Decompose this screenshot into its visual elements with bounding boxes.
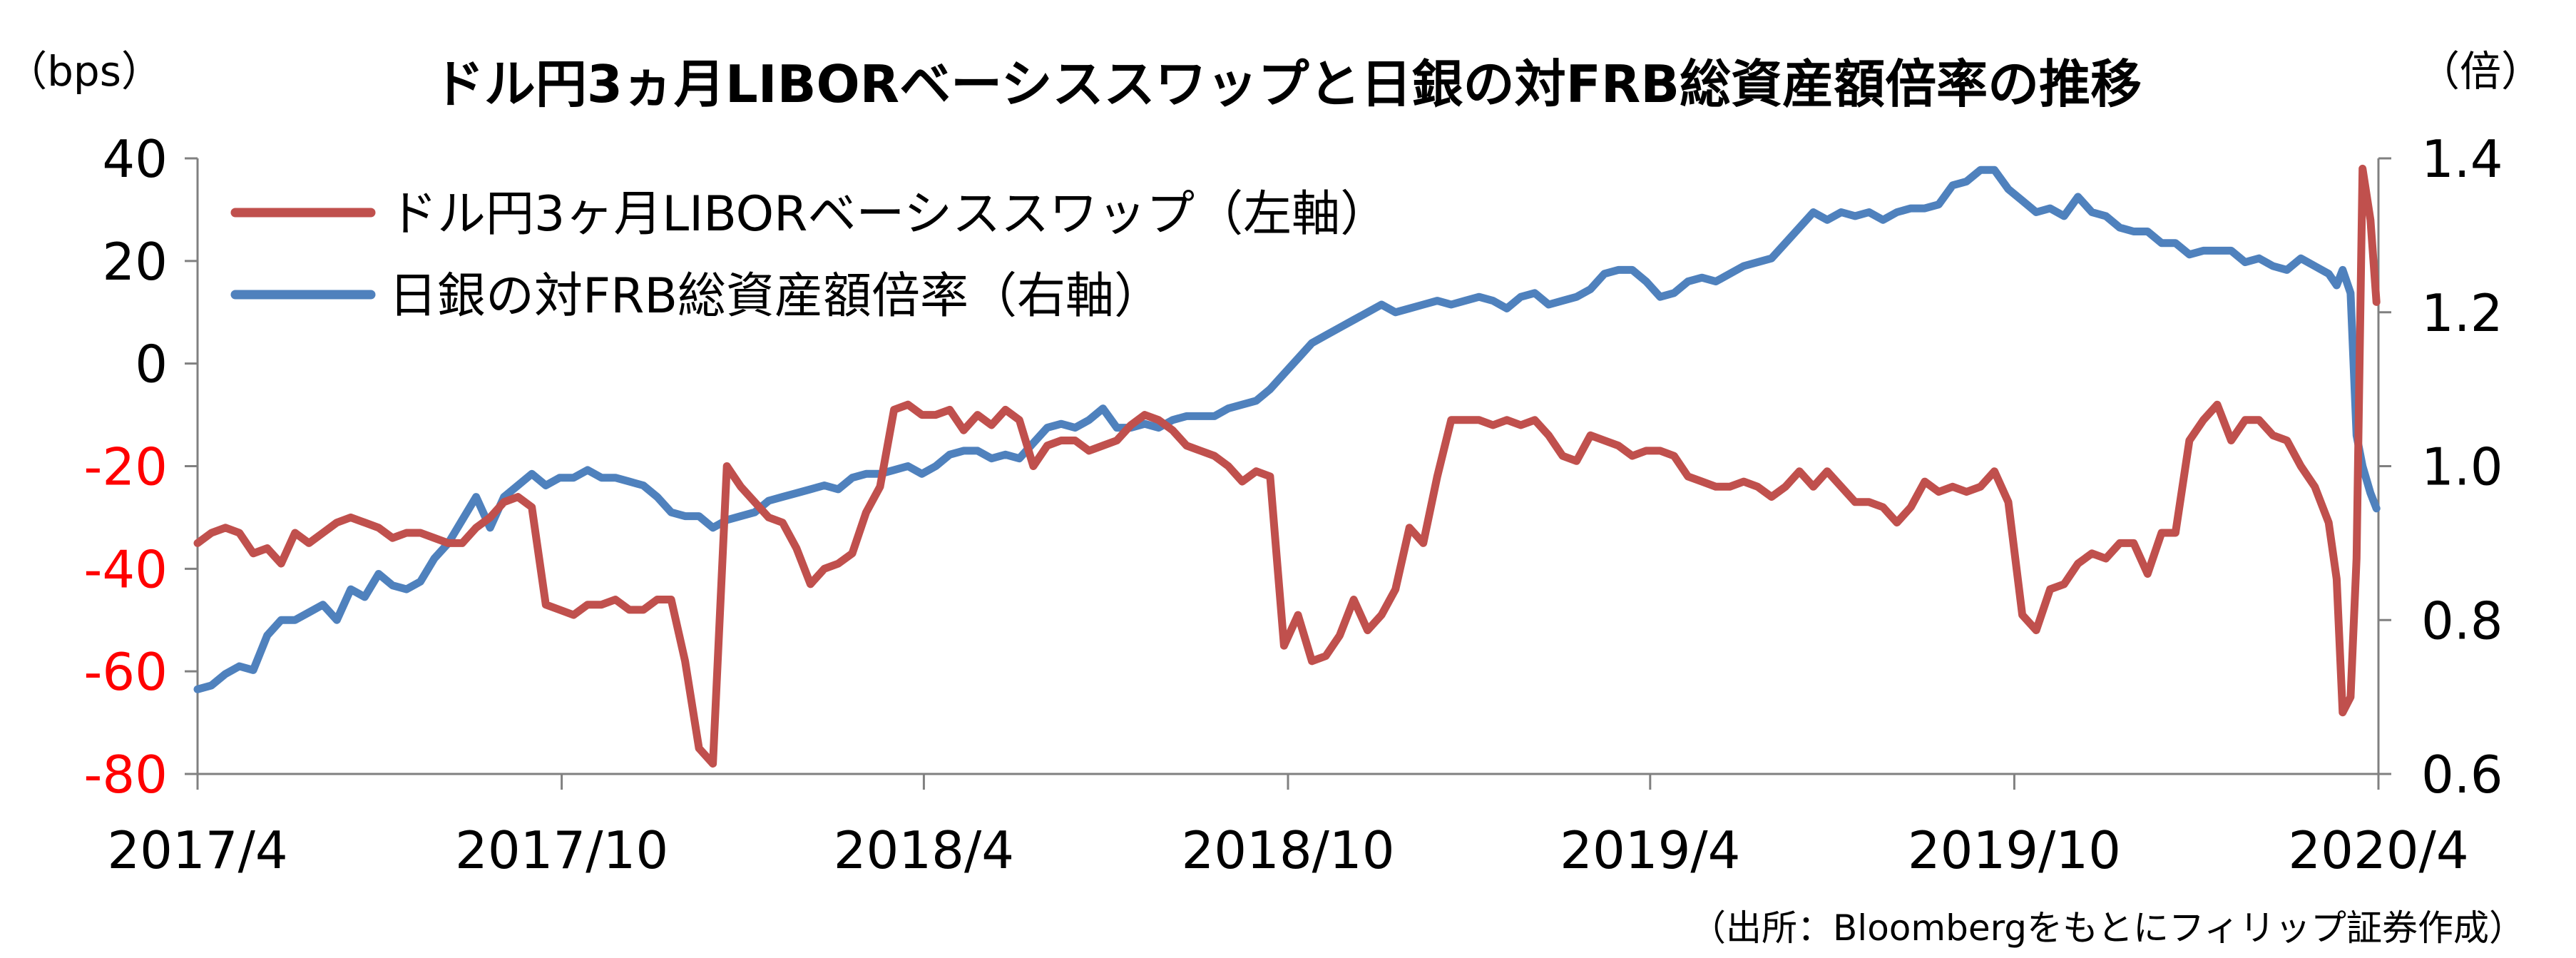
x-tick-label: 2018/10: [1181, 820, 1394, 880]
chart-title: ドル円3ヵ月LIBORベーシススワップと日銀の対FRB総資産額倍率の推移: [433, 54, 2142, 114]
x-tick-label: 2018/4: [834, 820, 1014, 880]
right-tick-label: 0.8: [2421, 591, 2503, 651]
right-tick-label: 1.2: [2421, 283, 2503, 343]
left-tick-label: -20: [83, 437, 168, 497]
series-lines: [193, 164, 2381, 768]
series-line-basis-swap: [193, 164, 2381, 768]
legend-label: 日銀の対FRB総資産額倍率（右軸）: [389, 268, 1162, 325]
left-tick-label: -80: [83, 745, 168, 805]
legend-label: ドル円3ヶ月LIBORベーシススワップ（左軸）: [389, 186, 1389, 243]
x-tick-label: 2019/4: [1560, 820, 1740, 880]
left-tick-label: -40: [83, 539, 168, 599]
left-tick-label: 40: [102, 129, 168, 189]
x-tick-label: 2017/4: [107, 820, 287, 880]
x-tick-label: 2020/4: [2288, 820, 2468, 880]
x-tick-label: 2019/10: [1908, 820, 2121, 880]
left-tick-label: 20: [102, 232, 168, 292]
left-tick-label: 0: [135, 335, 168, 394]
right-axis-unit: （倍）: [2418, 47, 2542, 96]
chart-text: 40 20 0 -20 -40 -60 -80 1.4 1.2 1.0 0.8 0.6 2017/4 20…: [6, 47, 2542, 949]
left-axis-unit: （bps）: [6, 47, 163, 96]
left-tick-label: -60: [83, 642, 168, 702]
axes: [185, 157, 2391, 790]
right-tick-label: 0.6: [2421, 745, 2503, 805]
right-tick-label: 1.4: [2421, 129, 2503, 189]
right-tick-label: 1.0: [2421, 437, 2503, 497]
source-note: （出所：Bloombergをもとにフィリップ証券作成）: [1690, 907, 2525, 949]
x-tick-label: 2017/10: [455, 820, 668, 880]
series-line-boj-fed-ratio: [193, 165, 2381, 693]
